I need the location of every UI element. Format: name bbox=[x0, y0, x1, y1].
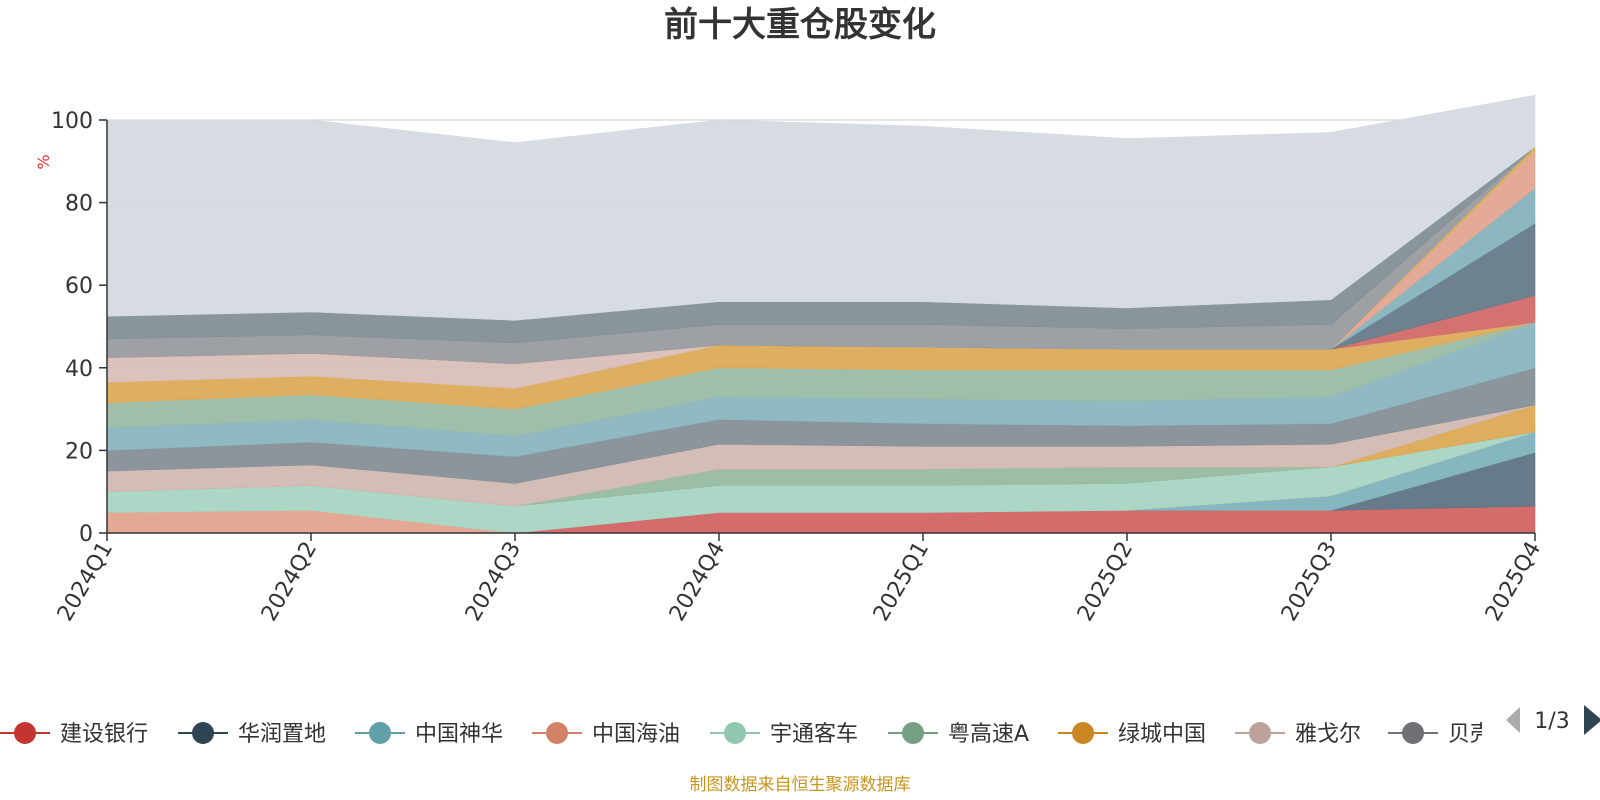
y-tick-label: 0 bbox=[79, 522, 93, 547]
legend-label: 建设银行 bbox=[60, 722, 148, 747]
x-tick-label: 2025Q1 bbox=[869, 538, 934, 626]
legend-item-粤高速A[interactable]: 粤高速A bbox=[888, 722, 1029, 747]
y-tick-label: 100 bbox=[51, 109, 93, 134]
legend-label: 华润置地 bbox=[238, 722, 326, 747]
x-tick-label: 2025Q4 bbox=[1481, 538, 1546, 626]
legend-item-绿城中国[interactable]: 绿城中国 bbox=[1058, 722, 1206, 747]
legend-marker-icon bbox=[369, 722, 391, 744]
legend-marker-icon bbox=[1402, 722, 1424, 744]
x-tick-label: 2025Q3 bbox=[1277, 538, 1342, 626]
legend-marker-icon bbox=[1072, 722, 1094, 744]
legend: 建设银行 华润置地 中国神华 中国海油 宇通客车 粤高速A 绿城中国 雅戈尔 贝壳 bbox=[0, 722, 1492, 747]
y-tick-label: 80 bbox=[65, 192, 93, 217]
legend-label: 雅戈尔 bbox=[1295, 722, 1361, 747]
legend-page-indicator: 1/3 bbox=[1534, 709, 1569, 734]
legend-item-雅戈尔[interactable]: 雅戈尔 bbox=[1235, 722, 1361, 747]
legend-item-华润置地[interactable]: 华润置地 bbox=[178, 722, 326, 747]
legend-label: 中国海油 bbox=[592, 722, 680, 747]
legend-label: 宇通客车 bbox=[770, 722, 858, 747]
legend-marker-icon bbox=[14, 722, 36, 744]
legend-item-贝壳[interactable]: 贝壳 bbox=[1388, 722, 1492, 747]
legend-item-中国神华[interactable]: 中国神华 bbox=[355, 722, 503, 747]
y-tick-label: 60 bbox=[65, 274, 93, 299]
x-tick-labels: 2024Q1 2024Q2 2024Q3 2024Q4 2025Q1 2025Q2 2025… bbox=[53, 533, 1546, 626]
legend-marker-icon bbox=[546, 722, 568, 744]
legend-item-建设银行[interactable]: 建设银行 bbox=[0, 722, 148, 747]
legend-label: 贝壳 bbox=[1448, 722, 1492, 747]
legend-item-中国海油[interactable]: 中国海油 bbox=[532, 722, 680, 747]
x-tick-label: 2025Q2 bbox=[1073, 538, 1138, 626]
legend-next-page-icon[interactable] bbox=[1584, 705, 1600, 735]
legend-marker-icon bbox=[724, 722, 746, 744]
x-tick-label: 2024Q2 bbox=[257, 538, 322, 626]
legend-pager: 1/3 bbox=[1506, 705, 1600, 735]
legend-label: 粤高速A bbox=[948, 722, 1029, 747]
x-tick-label: 2024Q1 bbox=[53, 538, 118, 626]
y-axis-unit: % bbox=[34, 154, 53, 169]
legend-marker-icon bbox=[192, 722, 214, 744]
legend-items: 建设银行 华润置地 中国神华 中国海油 宇通客车 粤高速A 绿城中国 雅戈尔 贝壳 bbox=[0, 722, 1492, 747]
legend-item-宇通客车[interactable]: 宇通客车 bbox=[710, 722, 858, 747]
legend-marker-icon bbox=[902, 722, 924, 744]
chart-title: 前十大重仓股变化 bbox=[664, 5, 936, 45]
y-tick-label: 20 bbox=[65, 439, 93, 464]
legend-label: 绿城中国 bbox=[1118, 722, 1206, 747]
axes bbox=[106, 120, 1535, 534]
x-tick-label: 2024Q3 bbox=[461, 538, 526, 626]
y-tick-labels: 0 20 40 60 80 100 bbox=[51, 109, 107, 547]
legend-prev-page-icon[interactable] bbox=[1506, 707, 1520, 733]
x-tick-label: 2024Q4 bbox=[665, 538, 730, 626]
data-source-note: 制图数据来自恒生聚源数据库 bbox=[690, 775, 911, 795]
area-其他 bbox=[106, 94, 1536, 321]
legend-marker-icon bbox=[1249, 722, 1271, 744]
area-series bbox=[106, 94, 1536, 534]
legend-label: 中国神华 bbox=[415, 722, 503, 747]
y-tick-label: 40 bbox=[65, 357, 93, 382]
